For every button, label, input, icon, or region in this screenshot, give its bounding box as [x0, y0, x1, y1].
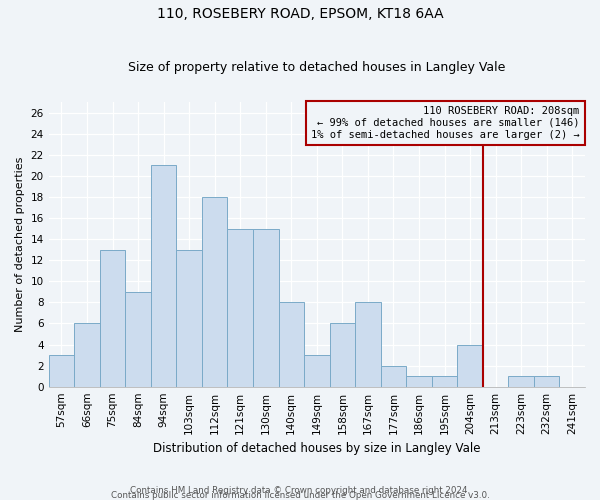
Y-axis label: Number of detached properties: Number of detached properties: [15, 156, 25, 332]
Bar: [253, 228, 278, 386]
Text: Contains public sector information licensed under the Open Government Licence v3: Contains public sector information licen…: [110, 490, 490, 500]
Bar: [457, 344, 483, 387]
Bar: [432, 376, 457, 386]
Bar: [329, 324, 355, 386]
Bar: [176, 250, 202, 386]
Text: 110, ROSEBERY ROAD, EPSOM, KT18 6AA: 110, ROSEBERY ROAD, EPSOM, KT18 6AA: [157, 8, 443, 22]
Bar: [202, 197, 227, 386]
Bar: [355, 302, 380, 386]
Bar: [74, 324, 100, 386]
Bar: [100, 250, 125, 386]
Title: Size of property relative to detached houses in Langley Vale: Size of property relative to detached ho…: [128, 62, 506, 74]
X-axis label: Distribution of detached houses by size in Langley Vale: Distribution of detached houses by size …: [153, 442, 481, 455]
Bar: [380, 366, 406, 386]
Bar: [125, 292, 151, 386]
Text: 110 ROSEBERY ROAD: 208sqm
← 99% of detached houses are smaller (146)
1% of semi-: 110 ROSEBERY ROAD: 208sqm ← 99% of detac…: [311, 106, 580, 140]
Bar: [304, 355, 329, 386]
Bar: [406, 376, 432, 386]
Bar: [278, 302, 304, 386]
Bar: [49, 355, 74, 386]
Text: Contains HM Land Registry data © Crown copyright and database right 2024.: Contains HM Land Registry data © Crown c…: [130, 486, 470, 495]
Bar: [534, 376, 559, 386]
Bar: [508, 376, 534, 386]
Bar: [151, 166, 176, 386]
Bar: [227, 228, 253, 386]
